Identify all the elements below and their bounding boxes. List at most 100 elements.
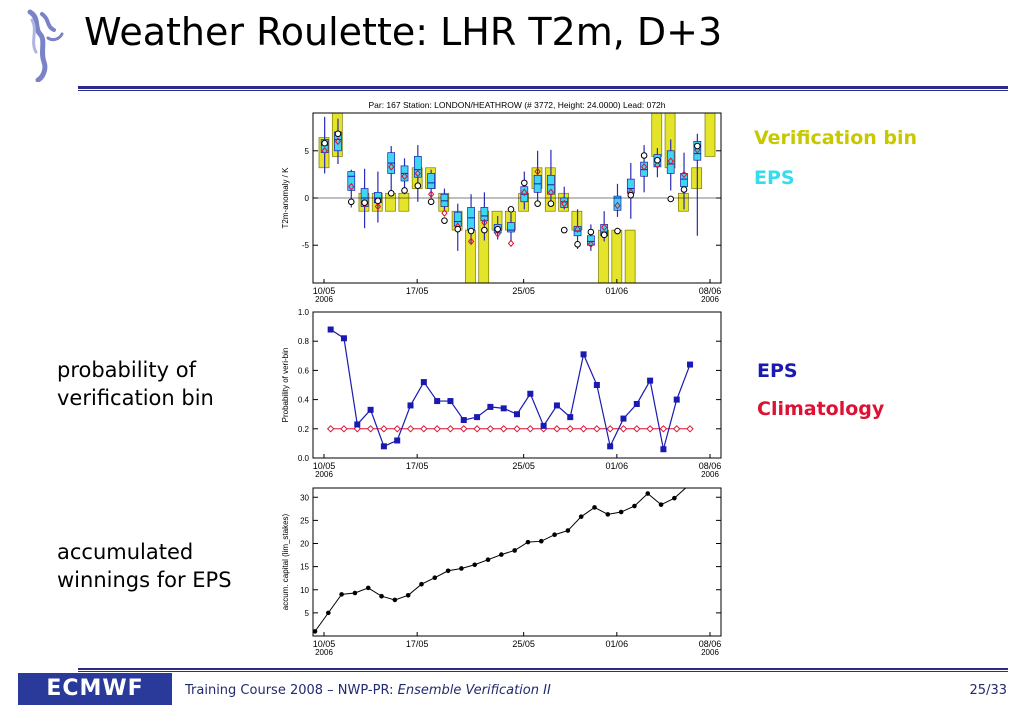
x-tick-sublabel: 2006 <box>315 470 333 479</box>
observation-point <box>587 228 595 236</box>
y-tick-label: 25 <box>300 516 309 525</box>
climatology-marker <box>640 163 648 171</box>
accum-capital-point <box>485 557 491 562</box>
side-label-line: verification bin <box>57 386 214 410</box>
side-label-line: probability of <box>57 358 196 382</box>
climatology-point <box>633 425 641 433</box>
accum-capital-point <box>538 538 544 544</box>
side-label-line: accumulated <box>57 540 194 564</box>
x-tick-sublabel: 2006 <box>315 648 333 657</box>
accum-capital-point <box>432 575 438 581</box>
eps-box <box>680 173 688 188</box>
eps-probability-point <box>487 403 494 410</box>
x-tick-label: 10/05 <box>313 639 336 649</box>
accum-capital-point <box>459 566 464 571</box>
climatology-point <box>460 425 468 433</box>
climatology-marker <box>494 230 501 238</box>
observation-point <box>574 240 581 248</box>
accum-capital-point <box>352 590 358 596</box>
accum-capital-point <box>472 562 478 568</box>
climatology-marker <box>321 146 328 155</box>
eps-probability-point <box>474 414 481 421</box>
header-rule <box>78 86 1008 89</box>
climatology-marker <box>667 157 674 165</box>
header-rule-thin <box>78 90 1008 91</box>
y-tick-label: 10 <box>300 586 309 595</box>
eps-box <box>453 211 462 227</box>
accum-capital-point <box>365 585 371 591</box>
climatology-marker <box>654 161 661 169</box>
observation-point <box>494 225 501 233</box>
accum-capital-point <box>512 548 517 553</box>
x-tick-label: 25/05 <box>512 286 535 296</box>
eps-box <box>626 178 635 194</box>
eps-probability-point <box>567 414 574 421</box>
side-label-accumulated: accumulated winnings for EPS <box>57 538 232 594</box>
climatology-point <box>473 425 481 433</box>
accum-capital-point <box>605 512 611 517</box>
eps-probability-point <box>540 422 547 429</box>
climatology-marker <box>601 223 608 232</box>
accum-capital-point <box>419 581 424 587</box>
y-tick-label: 0.8 <box>298 337 310 346</box>
eps-probability-point <box>394 437 401 444</box>
climatology-marker <box>388 163 395 171</box>
observation-point <box>667 195 675 203</box>
climatology-point <box>406 425 415 433</box>
verification-bin <box>691 167 703 189</box>
observation-point <box>374 197 382 205</box>
x-tick-label: 01/06 <box>606 639 629 649</box>
accum-capital-point <box>618 509 624 515</box>
y-tick-label: 30 <box>300 493 309 502</box>
eps-probability-point <box>420 379 427 386</box>
climatology-point <box>366 425 375 433</box>
eps-probability-point <box>434 398 441 405</box>
observation-point <box>414 182 422 190</box>
observation-point <box>347 198 355 206</box>
x-tick-sublabel: 2006 <box>701 470 719 479</box>
accum-capital-point <box>592 505 597 510</box>
observation-point <box>560 226 568 234</box>
eps-probability-point <box>447 398 454 405</box>
eps-probability-point <box>580 351 587 358</box>
climatology-marker <box>374 202 382 211</box>
accum-capital-line <box>314 488 687 632</box>
climatology-point <box>526 425 535 433</box>
accum-capital-point <box>525 539 531 545</box>
climatology-point <box>513 425 521 433</box>
climatology-marker <box>547 188 555 197</box>
footer-lecture: Ensemble Verification II <box>397 683 551 698</box>
x-tick-label: 01/06 <box>606 286 629 296</box>
verification-bin <box>678 192 689 212</box>
eps-probability-point <box>500 405 507 412</box>
observation-point <box>361 199 368 207</box>
eps-probability-point <box>380 443 387 450</box>
climatology-marker <box>414 169 421 178</box>
climatology-point <box>646 425 654 433</box>
eps-probability-point <box>527 390 534 397</box>
footer-text: Training Course 2008 – NWP-PR: Ensemble … <box>185 683 551 698</box>
y-tick-label: 0.6 <box>298 366 310 375</box>
climatology-marker <box>587 240 595 249</box>
y-tick-label: 0.0 <box>298 454 310 463</box>
accum-capital-point <box>379 593 384 599</box>
climatology-marker <box>401 172 408 181</box>
eps-probability-point <box>673 396 680 403</box>
climatology-marker <box>574 225 581 233</box>
climatology-point <box>326 425 335 433</box>
y-tick-label: 1.0 <box>298 308 310 317</box>
eps-box <box>467 207 475 231</box>
eps-probability-point <box>660 446 667 453</box>
footer-rule-thin <box>78 671 1008 672</box>
climatology-marker <box>427 190 435 199</box>
observation-point <box>401 187 408 194</box>
observation-point <box>614 227 621 235</box>
legend-eps-prob: EPS <box>757 360 798 382</box>
eps-probability-point <box>367 406 374 413</box>
climatology-point <box>380 425 388 433</box>
eps-probability-point <box>327 326 334 333</box>
x-tick-label: 17/05 <box>406 461 429 471</box>
eps-probability-point <box>607 443 614 450</box>
climatology-point <box>393 425 401 433</box>
